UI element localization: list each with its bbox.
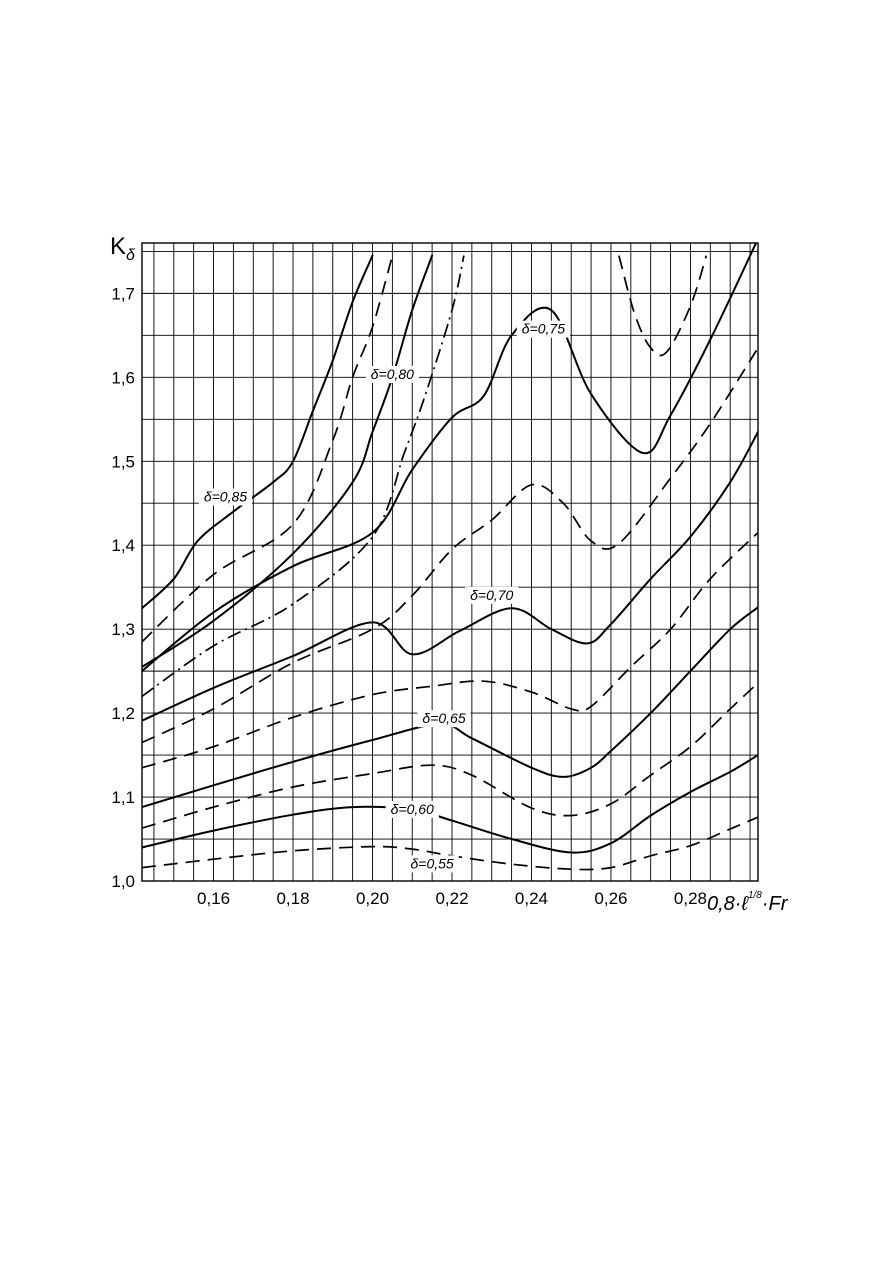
- x-tick-label: 0,22: [435, 889, 468, 908]
- curves: [142, 243, 758, 871]
- curve-label-bg: [405, 855, 459, 873]
- x-tick-labels: 0,16 0,18 0,20 0,22 0,24 0,26 0,28: [197, 889, 707, 908]
- curve-label-bg: [365, 365, 419, 383]
- x-tick-label: 0,24: [515, 889, 548, 908]
- y-tick-label: 1,7: [111, 284, 135, 303]
- curve-label-bg: [516, 320, 570, 338]
- y-tick-label: 1,0: [111, 872, 135, 891]
- y-axis-title: Kδ: [110, 233, 136, 264]
- series-line-12: [618, 255, 708, 357]
- y-tick-labels: 1,0 1,1 1,2 1,3 1,4 1,5 1,6 1,7: [111, 284, 135, 891]
- y-tick-label: 1,5: [111, 452, 135, 471]
- curve-label-1: δ=0,60: [391, 801, 434, 817]
- curve-label-bg: [417, 710, 471, 728]
- y-axis-title-main: K: [110, 233, 126, 260]
- x-axis-title-symbol: ℓ: [740, 893, 749, 915]
- series-line-4: [142, 531, 758, 769]
- x-tick-label: 0,28: [674, 889, 707, 908]
- series-line-11: [142, 254, 374, 610]
- plot-frame: [141, 242, 759, 882]
- series-line-8: [142, 255, 465, 697]
- series-line-9: [142, 254, 434, 668]
- series-line-10: [142, 255, 394, 643]
- curve-label-5: δ=0,70: [470, 587, 513, 603]
- curve-label-3: δ=0,65: [422, 710, 465, 726]
- x-tick-label: 0,16: [197, 889, 230, 908]
- x-tick-label: 0,20: [356, 889, 389, 908]
- y-tick-label: 1,3: [111, 620, 135, 639]
- curve-label-bg: [385, 800, 439, 818]
- y-axis-title-sub: δ: [126, 247, 136, 264]
- y-tick-label: 1,2: [111, 704, 135, 723]
- series-line-2: [142, 682, 758, 829]
- curve-label-0: δ=0,55: [411, 855, 454, 871]
- series-line-5: [142, 430, 758, 722]
- curve-label-bg: [465, 586, 519, 604]
- x-axis-title-suffix: ·Fr: [762, 893, 789, 915]
- series-line-1: [142, 754, 758, 854]
- y-tick-label: 1,1: [111, 788, 135, 807]
- grid: [142, 243, 758, 881]
- x-tick-label: 0,18: [276, 889, 309, 908]
- series-line-0: [142, 816, 758, 871]
- curve-labels: δ=0,55 δ=0,60 δ=0,65 δ=0,70 δ=0,75 δ=0,80 δ=0,…: [198, 320, 570, 873]
- y-tick-label: 1,6: [111, 368, 135, 387]
- x-tick-label: 0,26: [594, 889, 627, 908]
- curve-label-9: δ=0,80: [371, 366, 414, 382]
- series-line-3: [142, 606, 758, 809]
- x-axis-title-prefix: 0,8·: [707, 893, 741, 915]
- curve-label-11: δ=0,85: [204, 489, 247, 505]
- x-axis-title-exponent: 1/8: [748, 890, 762, 901]
- series-line-6: [142, 347, 758, 744]
- x-axis-title: 0,8·ℓ1/8·Fr: [707, 890, 789, 915]
- y-tick-label: 1,4: [111, 536, 135, 555]
- curve-label-bg: [198, 488, 253, 506]
- curve-label-7: δ=0,75: [522, 321, 565, 337]
- series-line-7: [142, 243, 758, 673]
